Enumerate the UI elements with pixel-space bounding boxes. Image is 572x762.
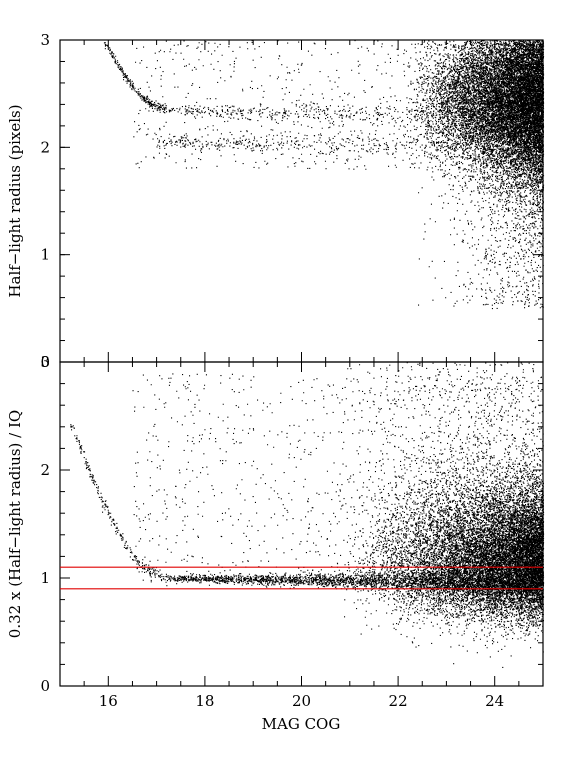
scatter-points — [103, 40, 545, 310]
y-tick-label: 1 — [40, 569, 50, 587]
top-scatter-points — [103, 40, 545, 310]
y-tick-label: 1 — [40, 246, 50, 264]
y-tick-label: 0 — [40, 677, 50, 695]
y-tick-label: 3 — [40, 353, 50, 371]
x-tick-label: 20 — [292, 692, 311, 710]
top-panel: 0 1 2 3 Half−light radius (pixels) — [6, 31, 545, 371]
bottom-panel: 16 18 20 22 24 0 1 2 3 0.32 x (Half−light radius… — [6, 353, 545, 733]
x-tick-label: 16 — [99, 692, 118, 710]
x-tick-label: 18 — [195, 692, 214, 710]
bottom-scatter-points — [70, 362, 545, 668]
x-tick-label: 24 — [485, 692, 504, 710]
y-tick-label: 0 — [40, 353, 50, 371]
y-tick-label: 2 — [40, 138, 50, 156]
bottom-panel-frame — [59, 361, 544, 687]
reference-lines — [60, 566, 543, 590]
bottom-axis-ticks: 16 18 20 22 24 0 1 2 3 — [40, 353, 544, 710]
x-tick-label: 22 — [389, 692, 408, 710]
top-axis-ticks: 0 1 2 3 — [40, 31, 544, 371]
top-ylabel: Half−light radius (pixels) — [6, 104, 24, 297]
bottom-ylabel: 0.32 x (Half−light radius) / IQ — [6, 410, 24, 638]
y-tick-label: 3 — [40, 31, 50, 49]
scatter-points — [70, 362, 545, 668]
xlabel: MAG COG — [262, 715, 341, 733]
y-tick-label: 2 — [40, 461, 50, 479]
